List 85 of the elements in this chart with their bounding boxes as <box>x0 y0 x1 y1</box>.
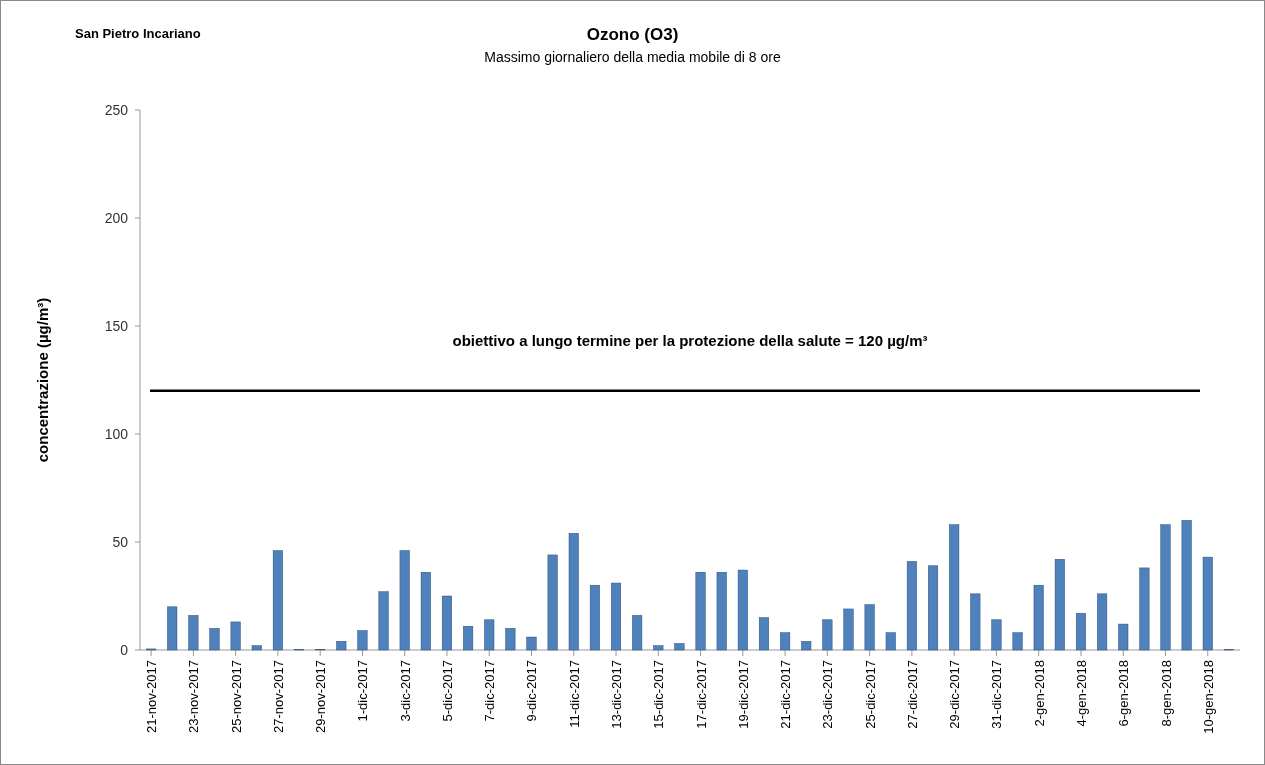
bar <box>505 628 516 651</box>
bar <box>209 628 220 651</box>
x-tick-label: 31-dic-2017 <box>989 660 1005 729</box>
x-tick-label: 7-dic-2017 <box>482 660 498 722</box>
bar <box>1160 524 1171 651</box>
x-tick-label: 27-nov-2017 <box>270 660 286 733</box>
x-tick-label: 3-dic-2017 <box>397 660 413 722</box>
x-tick-label: 5-dic-2017 <box>439 660 455 722</box>
bar <box>864 604 875 651</box>
bar <box>1097 593 1108 651</box>
bar <box>1033 584 1044 651</box>
x-tick-label: 23-nov-2017 <box>186 660 202 733</box>
bar <box>885 632 896 651</box>
text: San Pietro Incariano <box>75 26 201 41</box>
bar <box>906 561 917 651</box>
bar <box>1139 567 1150 651</box>
bar <box>441 595 452 651</box>
bar <box>526 636 537 651</box>
y-tick-label: 0 <box>120 641 129 658</box>
bar <box>251 645 262 651</box>
bar <box>357 630 368 651</box>
x-tick-label: 29-nov-2017 <box>313 660 329 733</box>
bar <box>970 593 981 651</box>
bar <box>737 569 748 651</box>
chart-subtitle: Massimo giornaliero della media mobile di 8 ore <box>484 49 781 65</box>
bar <box>843 608 854 651</box>
x-tick-label: 2-gen-2018 <box>1031 660 1047 727</box>
bar <box>1202 556 1213 651</box>
bar <box>1012 632 1023 651</box>
x-tick-label: 19-dic-2017 <box>735 660 751 729</box>
x-tick-label: 25-nov-2017 <box>228 660 244 733</box>
x-tick-label: 13-dic-2017 <box>609 660 625 729</box>
bar <box>716 571 727 651</box>
chart-title: Ozono (O3) <box>586 25 679 44</box>
bar <box>991 619 1002 651</box>
bar <box>758 617 769 651</box>
bar <box>167 606 178 651</box>
bar <box>674 643 685 651</box>
bar <box>336 641 347 651</box>
x-tick-label: 10-gen-2018 <box>1200 660 1216 734</box>
x-tick-label: 23-dic-2017 <box>820 660 836 729</box>
bar <box>463 625 474 651</box>
bar <box>780 632 791 651</box>
bar <box>822 619 833 651</box>
y-tick-label: 50 <box>112 533 129 550</box>
ref-line-label: obiettivo a lungo termine per la protezione della salute = 120 µg/m³ <box>452 331 928 349</box>
bar <box>1075 613 1086 651</box>
x-tick-label: 29-dic-2017 <box>947 660 963 729</box>
x-tick-label: 25-dic-2017 <box>862 660 878 729</box>
bar <box>568 533 579 651</box>
bar <box>801 641 812 651</box>
y-tick-label: 150 <box>104 317 129 334</box>
x-tick-label: 11-dic-2017 <box>566 660 582 728</box>
x-tick-label: 21-nov-2017 <box>144 660 160 733</box>
y-tick-label: 100 <box>104 425 129 442</box>
bar <box>1118 623 1129 651</box>
x-tick-label: 21-dic-2017 <box>778 660 794 729</box>
bar <box>589 584 600 651</box>
x-tick-label: 17-dic-2017 <box>693 660 709 729</box>
bar <box>695 571 706 651</box>
bar <box>632 615 643 651</box>
x-tick-label: 1-dic-2017 <box>355 660 371 722</box>
x-tick-label: 8-gen-2018 <box>1158 660 1174 727</box>
x-tick-label: 6-gen-2018 <box>1116 660 1132 727</box>
bar <box>1054 559 1065 651</box>
x-tick-label: 27-dic-2017 <box>904 660 920 729</box>
bar <box>230 621 241 651</box>
bar <box>1181 520 1192 651</box>
x-tick-label: 9-dic-2017 <box>524 660 540 722</box>
bar <box>928 565 939 651</box>
bar <box>949 524 960 651</box>
bar <box>547 554 558 651</box>
y-axis-title: concentrazione (µg/m³) <box>34 297 51 463</box>
bar <box>188 615 199 651</box>
bar <box>272 550 283 651</box>
y-tick-label: 200 <box>104 209 129 226</box>
bar <box>611 582 622 651</box>
bar <box>378 591 389 651</box>
x-tick-label: 15-dic-2017 <box>651 660 667 729</box>
y-tick-label: 250 <box>104 101 129 118</box>
bar <box>420 571 431 651</box>
bar <box>399 550 410 651</box>
x-tick-label: 4-gen-2018 <box>1073 660 1089 727</box>
bar <box>484 619 495 651</box>
bar <box>653 645 664 651</box>
